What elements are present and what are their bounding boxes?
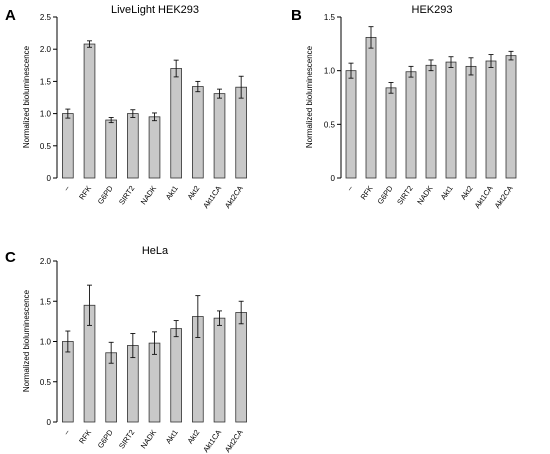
y-tick-label: 0.5 bbox=[40, 142, 52, 151]
y-tick-label: 1.0 bbox=[40, 338, 52, 347]
x-tick-label: Akt1CA bbox=[201, 184, 223, 210]
bar bbox=[235, 86, 247, 179]
y-tick-label: 1.5 bbox=[40, 77, 52, 86]
bar bbox=[505, 55, 517, 179]
chart-title: LiveLight HEK293 bbox=[111, 4, 199, 16]
x-tick-label: G6PD bbox=[96, 184, 115, 206]
x-tick-label: – bbox=[62, 183, 72, 192]
y-tick-label: 2.5 bbox=[40, 13, 52, 22]
panel-letter: A bbox=[5, 7, 16, 24]
chart-title: HeLa bbox=[142, 245, 169, 257]
bar bbox=[192, 86, 204, 179]
y-axis-label: Normalized bioluminescence bbox=[305, 45, 314, 148]
panel-letter: C bbox=[5, 249, 16, 266]
chart-panel-b: B HEK293 Normalized bioluminescence 0 0.5 1.0… bbox=[291, 4, 517, 210]
bar bbox=[213, 93, 226, 179]
x-tick-label: RFK bbox=[77, 184, 93, 201]
bar bbox=[235, 312, 247, 423]
y-tick-label: 1.0 bbox=[40, 110, 52, 119]
bar bbox=[345, 70, 357, 179]
y-tick-label: 0 bbox=[331, 174, 336, 183]
x-tick-label: G6PD bbox=[96, 428, 115, 450]
x-tick-label: Akt1 bbox=[439, 184, 455, 201]
x-tick-label: Akt1CA bbox=[201, 428, 223, 454]
bar bbox=[445, 61, 457, 179]
chart-panel-a: A LiveLight HEK293 Normalized bioluminesce… bbox=[5, 4, 247, 210]
bar bbox=[127, 113, 139, 179]
x-tick-label: Akt1 bbox=[164, 184, 180, 201]
x-tick-label: RFK bbox=[359, 184, 375, 201]
y-tick-label: 0.5 bbox=[40, 378, 52, 387]
bar bbox=[425, 64, 437, 179]
bar bbox=[405, 71, 417, 179]
bar bbox=[170, 68, 182, 179]
y-tick-label: 1.0 bbox=[324, 67, 336, 76]
bar bbox=[148, 342, 161, 423]
x-tick-label: Akt2CA bbox=[223, 428, 245, 454]
x-tick-label: G6PD bbox=[376, 184, 395, 206]
y-tick-label: 1.5 bbox=[324, 13, 336, 22]
y-tick-label: 0.5 bbox=[324, 120, 336, 129]
x-tick-label: NADK bbox=[415, 184, 434, 206]
x-tick-label: NADK bbox=[139, 428, 158, 450]
x-tick-label: Akt2 bbox=[185, 428, 201, 445]
x-tick-label: SIRT2 bbox=[117, 184, 136, 206]
y-axis-label: Normalized bioluminescence bbox=[22, 289, 31, 392]
bar bbox=[385, 87, 397, 179]
bar bbox=[105, 119, 117, 179]
x-tick-label: Akt2CA bbox=[493, 184, 515, 210]
x-tick-label: Akt1CA bbox=[473, 184, 495, 210]
x-tick-label: NADK bbox=[139, 184, 158, 206]
bar bbox=[213, 317, 226, 423]
x-tick-label: RFK bbox=[77, 428, 93, 445]
chart-panel-c: C HeLa Normalized bioluminescence 0 0.5 1.0 1.… bbox=[5, 245, 247, 454]
x-tick-label: Akt2 bbox=[459, 184, 475, 201]
panel-letter: B bbox=[291, 7, 302, 24]
x-tick-label: – bbox=[345, 183, 355, 192]
y-tick-label: 0 bbox=[47, 418, 52, 427]
x-tick-label: Akt2CA bbox=[223, 184, 245, 210]
x-tick-label: Akt1 bbox=[164, 428, 180, 445]
bar bbox=[465, 65, 477, 179]
bar bbox=[485, 60, 497, 179]
chart-title: HEK293 bbox=[412, 4, 453, 16]
y-tick-label: 1.5 bbox=[40, 297, 52, 306]
bar bbox=[365, 36, 377, 179]
x-tick-label: SIRT2 bbox=[395, 184, 414, 206]
y-tick-label: 2.0 bbox=[40, 257, 52, 266]
bar bbox=[62, 341, 74, 423]
x-tick-label: – bbox=[62, 427, 72, 436]
bar bbox=[83, 43, 96, 179]
x-tick-label: Akt2 bbox=[185, 184, 201, 201]
y-axis-label: Normalized bioluminescence bbox=[22, 45, 31, 148]
bar bbox=[62, 113, 74, 179]
bar bbox=[148, 116, 161, 179]
x-tick-label: SIRT2 bbox=[117, 428, 136, 450]
y-tick-label: 2.0 bbox=[40, 45, 52, 54]
y-tick-label: 0 bbox=[47, 174, 52, 183]
bar bbox=[170, 328, 182, 423]
